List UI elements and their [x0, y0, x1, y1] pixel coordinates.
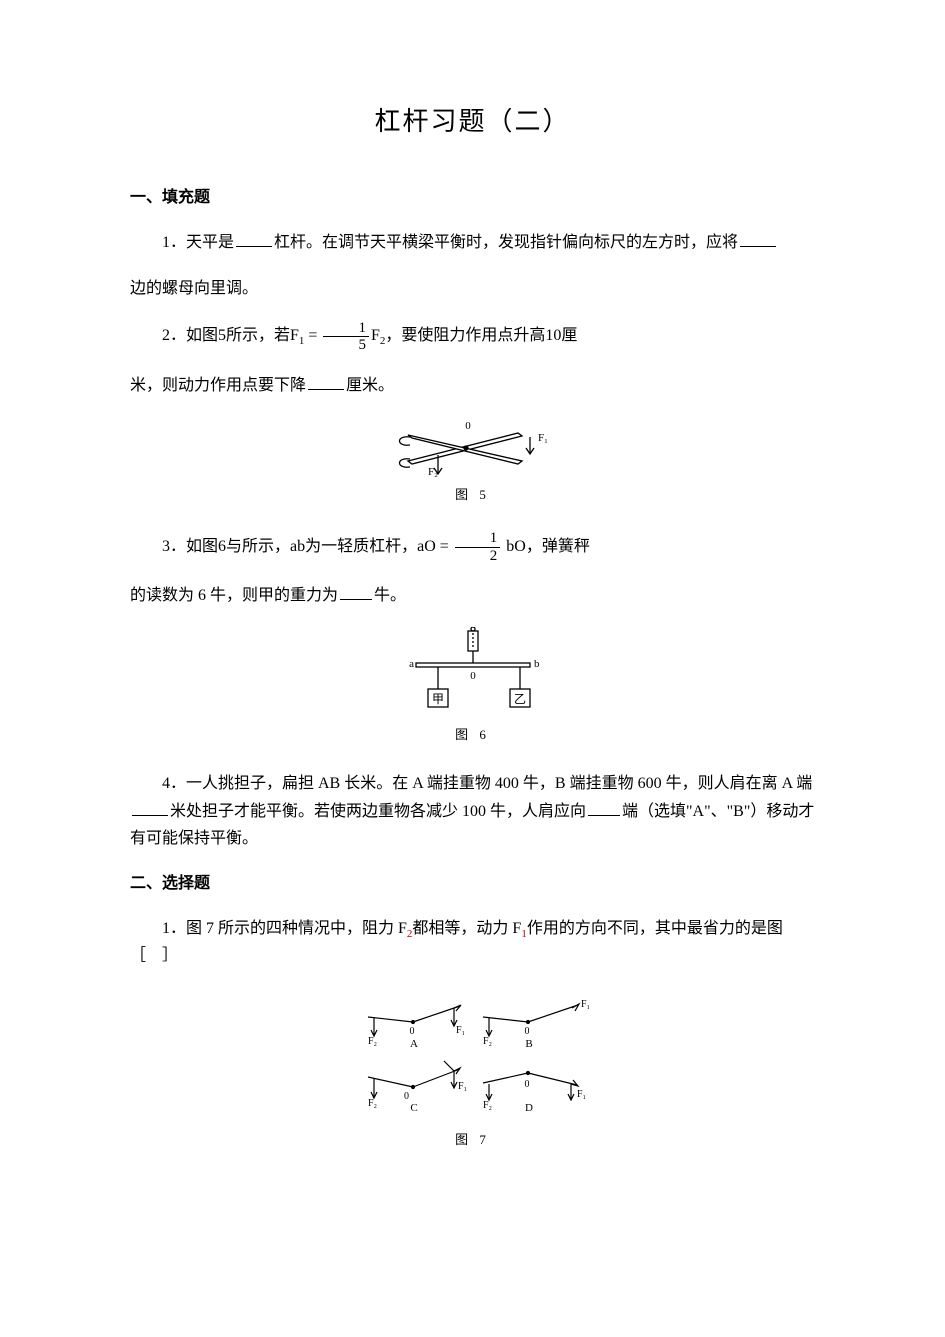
svg-text:甲: 甲 — [431, 692, 443, 706]
question-1-4: 4．一人挑担子，扁担 AB 长米。在 A 端挂重物 400 牛，B 端挂重物 6… — [130, 770, 815, 852]
q1-2-text-c: ，要使阻力作用点升高10厘 — [385, 327, 577, 344]
svg-text:F₂: F₂ — [483, 1100, 492, 1111]
section-1-heading: 一、填充题 — [130, 184, 815, 211]
question-1-1-line2: 边的螺母向里调。 — [130, 275, 815, 302]
q1-2-text-a: 2．如图5所示，若F — [162, 327, 299, 344]
question-1-3-line2: 的读数为 6 牛，则甲的重力为 牛。 — [130, 582, 815, 609]
fraction-icon: 15 — [323, 320, 369, 354]
blank — [308, 372, 344, 390]
q1-1-text-b: 杠杆。在调节天平横梁平衡时，发现指针偏向标尺的左方时，应将 — [274, 234, 738, 251]
figure-7-label: 图 7 — [130, 1129, 815, 1151]
svg-text:F₂: F₂ — [368, 1036, 377, 1047]
blank — [132, 798, 168, 816]
q1-3-text-d: 牛。 — [374, 587, 406, 604]
fig5-f2: F₂ — [428, 466, 438, 478]
q1-3-text-b: bO，弹簧秤 — [502, 538, 590, 555]
svg-text:F₂: F₂ — [368, 1098, 377, 1109]
fig6-a: a — [409, 658, 414, 670]
q1-4-text-a: 4．一人挑担子，扁担 AB 长米。在 A 端挂重物 400 牛，B 端挂重物 6… — [162, 775, 812, 792]
question-1-2-line2: 米，则动力作用点要下降 厘米。 — [130, 372, 815, 399]
svg-text:F₁: F₁ — [581, 999, 590, 1010]
svg-text:0: 0 — [524, 1079, 529, 1090]
q1-1-text-c: 边的螺母向里调。 — [130, 280, 258, 297]
svg-text:F₁: F₁ — [577, 1089, 586, 1100]
figure-6-label: 图 6 — [130, 724, 815, 746]
fig5-f1: F₁ — [538, 432, 548, 444]
blank — [588, 798, 620, 816]
blank — [740, 230, 776, 248]
svg-text:0: 0 — [524, 1026, 529, 1037]
svg-text:F₁: F₁ — [458, 1081, 467, 1092]
q1-3-text-c: 的读数为 6 牛，则甲的重力为 — [130, 587, 338, 604]
figure-6: 0 甲 乙 a b 图 6 — [130, 627, 815, 746]
frac-num: 1 — [323, 320, 369, 337]
svg-text:0: 0 — [404, 1091, 409, 1102]
blank — [340, 582, 372, 600]
svg-text:0: 0 — [409, 1026, 414, 1037]
blank — [236, 230, 272, 248]
question-2-1: 1．图 7 所示的四种情况中，阻力 F2都相等，动力 F1作用的方向不同，其中最… — [130, 915, 815, 969]
question-1-3: 3．如图6与所示，ab为一轻质杠杆，aO = 12 bO，弹簧秤 — [130, 530, 815, 564]
q2-1-text-b: 都相等，动力 F — [412, 920, 521, 937]
q1-2-text-e: 厘米。 — [346, 377, 394, 394]
frac-den: 5 — [323, 336, 369, 354]
q1-3-text-a: 3．如图6与所示，ab为一轻质杠杆，aO = — [162, 538, 449, 555]
q1-2-text-b: F — [371, 327, 380, 344]
svg-text:A: A — [410, 1038, 418, 1050]
q2-1-text-a: 1．图 7 所示的四种情况中，阻力 F — [162, 920, 407, 937]
fig6-b: b — [534, 658, 540, 670]
figure-5-label: 图 5 — [130, 484, 815, 506]
figure-5: 0 F₁ F₂ 图 5 — [130, 417, 815, 506]
section-2-heading: 二、选择题 — [130, 870, 815, 897]
fig5-o: 0 — [465, 420, 471, 432]
svg-text:D: D — [525, 1102, 533, 1114]
q1-2-text-d: 米，则动力作用点要下降 — [130, 377, 306, 394]
frac-num: 1 — [455, 530, 501, 547]
svg-text:0: 0 — [470, 670, 476, 682]
svg-text:F₂: F₂ — [483, 1036, 492, 1047]
question-1-2: 2．如图5所示，若F1 = 15F2，要使阻力作用点升高10厘 — [130, 320, 815, 354]
q1-4-text-b: 米处担子才能平衡。若使两边重物各减少 100 牛，人肩应向 — [170, 803, 586, 820]
svg-text:C: C — [410, 1102, 417, 1114]
svg-text:B: B — [525, 1038, 532, 1050]
svg-text:乙: 乙 — [513, 692, 525, 706]
figure-7: F₂ 0 F₁ A F₂ 0 F₁ B — [130, 987, 815, 1151]
svg-text:F₁: F₁ — [456, 1025, 465, 1036]
fraction-icon: 12 — [455, 530, 501, 564]
question-1-1: 1．天平是 杠杆。在调节天平横梁平衡时，发现指针偏向标尺的左方时，应将 — [130, 229, 815, 256]
page-title: 杠杆习题（二） — [130, 100, 815, 144]
eq-sign: = — [304, 327, 321, 344]
frac-den: 2 — [455, 547, 501, 565]
q1-1-text-a: 1．天平是 — [162, 234, 234, 251]
